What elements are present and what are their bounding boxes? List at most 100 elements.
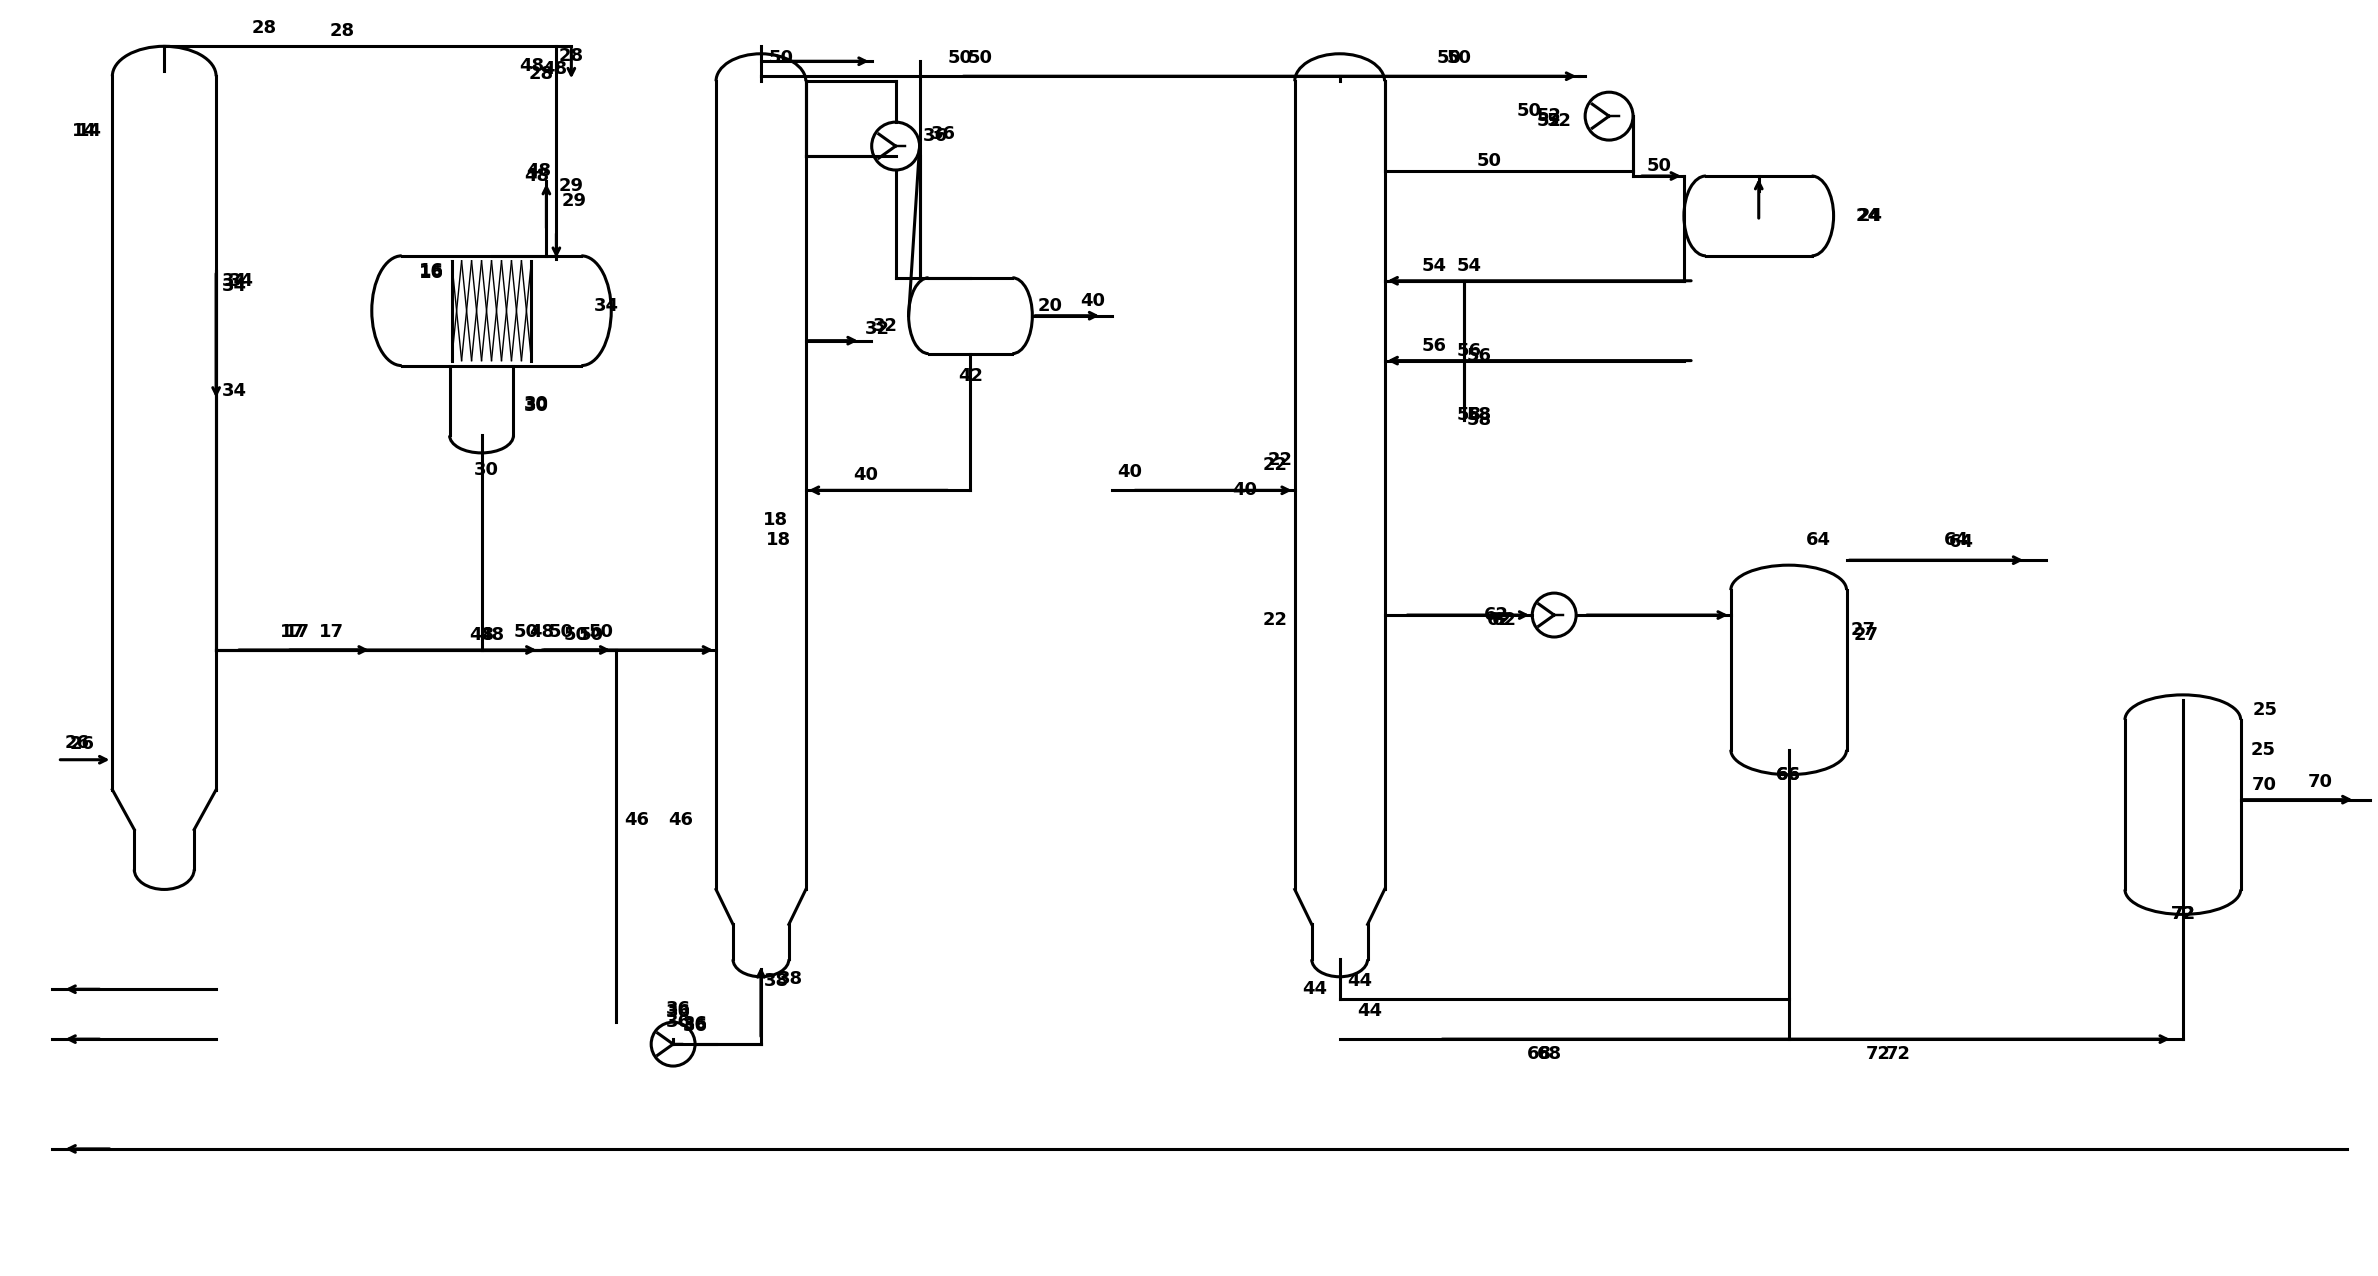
Text: 38: 38 [763, 972, 789, 990]
Text: 27: 27 [1850, 621, 1876, 639]
Text: 36: 36 [682, 1016, 709, 1034]
Text: 16: 16 [419, 264, 445, 282]
Text: 28: 28 [528, 65, 554, 83]
Text: 32: 32 [866, 320, 889, 338]
Text: 48: 48 [518, 57, 545, 75]
Text: 17: 17 [319, 623, 345, 641]
Text: 62: 62 [1491, 611, 1517, 629]
Text: 36: 36 [666, 1000, 690, 1018]
Text: 50: 50 [590, 623, 614, 641]
Text: 68: 68 [1536, 1045, 1562, 1063]
Text: 58: 58 [1467, 411, 1491, 430]
Text: 64: 64 [1943, 531, 1969, 549]
Text: 34: 34 [221, 277, 247, 295]
Text: 40: 40 [854, 466, 877, 485]
Text: 50: 50 [1646, 157, 1672, 175]
Text: 64: 64 [1950, 533, 1974, 551]
Text: 18: 18 [763, 512, 789, 530]
Text: 72: 72 [2171, 906, 2195, 924]
Text: 30: 30 [523, 397, 549, 415]
Text: 17: 17 [285, 623, 309, 641]
Text: 36: 36 [932, 125, 956, 143]
Text: 34: 34 [228, 272, 254, 290]
Text: 34: 34 [594, 297, 618, 315]
Text: 48: 48 [523, 167, 549, 185]
Text: 70: 70 [2309, 773, 2333, 791]
Text: 50: 50 [1436, 50, 1462, 68]
Text: 50: 50 [1517, 102, 1541, 120]
Text: 40: 40 [1118, 463, 1141, 481]
Text: 30: 30 [473, 462, 499, 480]
Text: 58: 58 [1467, 407, 1491, 425]
Text: 64: 64 [1807, 531, 1831, 549]
Text: 54: 54 [1458, 256, 1481, 274]
Text: 72: 72 [1867, 1045, 1891, 1063]
Text: 48: 48 [526, 162, 552, 180]
Text: 40: 40 [1080, 292, 1106, 310]
Text: 24: 24 [1855, 207, 1881, 225]
Text: 48: 48 [468, 627, 495, 644]
Text: 70: 70 [2252, 776, 2278, 794]
Text: 56: 56 [1467, 347, 1491, 365]
Text: 30: 30 [523, 394, 549, 412]
Text: 50: 50 [514, 623, 540, 641]
Text: 18: 18 [766, 531, 792, 549]
Text: 29: 29 [559, 177, 585, 195]
Text: 56: 56 [1422, 337, 1446, 355]
Text: 14: 14 [76, 122, 102, 140]
Text: 36: 36 [682, 1017, 709, 1035]
Text: 22: 22 [1263, 611, 1286, 629]
Text: 66: 66 [1776, 766, 1800, 783]
Text: 36: 36 [666, 1013, 690, 1031]
Text: 32: 32 [873, 316, 899, 334]
Text: 50: 50 [1477, 152, 1503, 170]
Text: 58: 58 [1458, 407, 1481, 425]
Text: 27: 27 [1855, 627, 1879, 644]
Text: 66: 66 [1776, 766, 1800, 783]
Text: 36: 36 [666, 1003, 690, 1021]
Text: 52: 52 [1546, 112, 1572, 130]
Text: 29: 29 [561, 191, 587, 211]
Text: 62: 62 [1486, 611, 1512, 629]
Text: 48: 48 [528, 623, 554, 641]
Text: 50: 50 [768, 50, 794, 68]
Text: 62: 62 [1484, 606, 1508, 624]
Text: 22: 22 [1263, 457, 1286, 475]
Text: 38: 38 [778, 970, 804, 988]
Text: 26: 26 [64, 734, 90, 752]
Text: 52: 52 [1536, 107, 1562, 125]
Text: 72: 72 [1886, 1045, 1912, 1063]
Text: 14: 14 [71, 122, 97, 140]
Text: 26: 26 [69, 735, 95, 753]
Text: 42: 42 [958, 366, 982, 384]
Text: 68: 68 [1527, 1045, 1553, 1063]
Text: 44: 44 [1303, 980, 1327, 998]
Text: 52: 52 [1536, 112, 1562, 130]
Text: 28: 28 [328, 22, 354, 41]
Text: 50: 50 [949, 50, 973, 68]
Text: 28: 28 [252, 19, 276, 37]
Text: 25: 25 [2250, 741, 2276, 759]
Text: 46: 46 [668, 810, 694, 828]
Text: 36: 36 [923, 128, 949, 145]
Text: 56: 56 [1458, 342, 1481, 360]
Text: 22: 22 [1267, 452, 1291, 470]
Text: 34: 34 [221, 382, 247, 399]
Text: 50: 50 [968, 50, 994, 68]
Text: 54: 54 [1422, 256, 1446, 274]
Text: 16: 16 [419, 262, 445, 279]
Text: 50: 50 [1446, 50, 1472, 68]
Text: 24: 24 [1857, 207, 1883, 225]
Text: 17: 17 [281, 623, 304, 641]
Text: 50: 50 [549, 623, 573, 641]
Text: 25: 25 [2252, 701, 2278, 718]
Text: 44: 44 [1358, 1002, 1382, 1021]
Text: 28: 28 [559, 47, 585, 65]
Text: 50: 50 [564, 627, 590, 644]
Text: 40: 40 [1232, 481, 1258, 499]
Text: 44: 44 [1346, 972, 1372, 990]
Text: 50: 50 [578, 627, 604, 644]
Text: 34: 34 [221, 272, 247, 290]
Text: 48: 48 [542, 60, 566, 78]
Text: 72: 72 [2171, 906, 2195, 924]
